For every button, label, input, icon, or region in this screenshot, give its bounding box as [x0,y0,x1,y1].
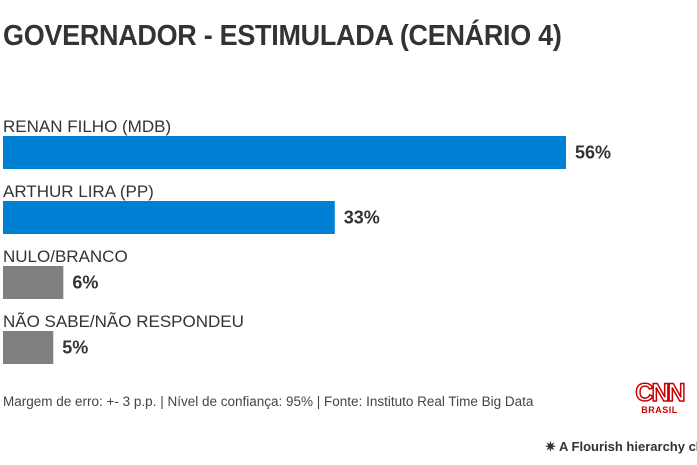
category-label: NÃO SABE/NÃO RESPONDEU [3,312,244,331]
value-label: 6% [72,273,98,293]
bar [3,201,335,234]
flourish-icon: ✷ [545,439,560,454]
bar [3,136,566,169]
category-label: RENAN FILHO (MDB) [3,117,171,136]
chart-title: GOVERNADOR - ESTIMULADA (CENÁRIO 4) [3,20,562,52]
cnn-brasil-logo: CNN BRASIL [632,379,687,415]
flourish-credit-link[interactable]: ✷ A Flourish hierarchy chart [545,439,697,455]
logo-subtext: BRASIL [641,405,678,415]
bar-chart: RENAN FILHO (MDB) 56% ARTHUR LIRA (PP) 33% N… [3,117,611,364]
value-label: 56% [575,143,611,163]
bar [3,331,54,364]
logo-text: CNN [635,379,687,407]
value-label: 33% [344,208,380,228]
category-label: NULO/BRANCO [3,247,128,266]
bar [3,266,64,299]
flourish-credit-text: A Flourish hierarchy chart [559,439,697,454]
category-label: ARTHUR LIRA (PP) [3,182,154,201]
chart-footer-source: Margem de erro: +- 3 p.p. | Nível de con… [3,394,534,409]
value-label: 5% [62,338,88,358]
